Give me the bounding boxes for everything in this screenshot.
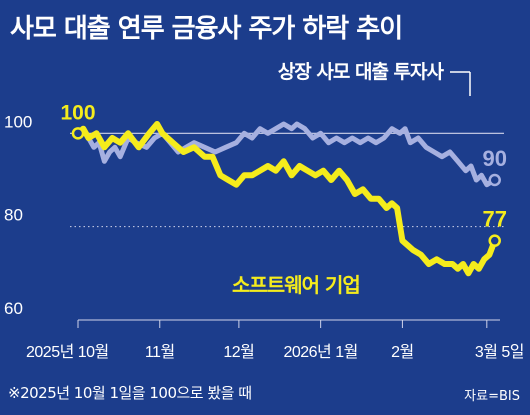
x-tick-label: 2월 xyxy=(391,343,414,361)
end-value-label-1: 77 xyxy=(482,207,506,232)
end-marker-1 xyxy=(488,234,501,247)
end-marker-0 xyxy=(488,173,501,187)
y-tick-label: 80 xyxy=(4,206,23,225)
series-line-1 xyxy=(75,121,498,277)
chart-footnote: ※2025년 10월 1일을 100으로 봤을 때 xyxy=(8,384,252,402)
x-tick-label: 11월 xyxy=(145,343,175,361)
y-tick-label: 100 xyxy=(4,112,32,131)
y-tick-label: 60 xyxy=(4,299,23,318)
series-annotation-investor: 상장 사모 대출 투자사 xyxy=(278,61,445,83)
series-annotation-software: 소프트웨어 기업 xyxy=(232,273,360,297)
chart-title: 사모 대출 연루 금융사 주가 하락 추이 xyxy=(10,14,403,44)
x-tick-label: 2026년 1월 xyxy=(283,343,357,361)
end-value-label-0: 90 xyxy=(482,146,506,171)
x-tick-label: 2025년 10월 xyxy=(26,343,109,361)
x-tick-label: 3월 5일 xyxy=(475,343,524,361)
chart-source: 자료=BIS xyxy=(464,389,520,404)
start-value-label: 100 xyxy=(60,101,95,124)
x-tick-label: 12월 xyxy=(223,343,254,361)
start-marker xyxy=(71,127,85,140)
